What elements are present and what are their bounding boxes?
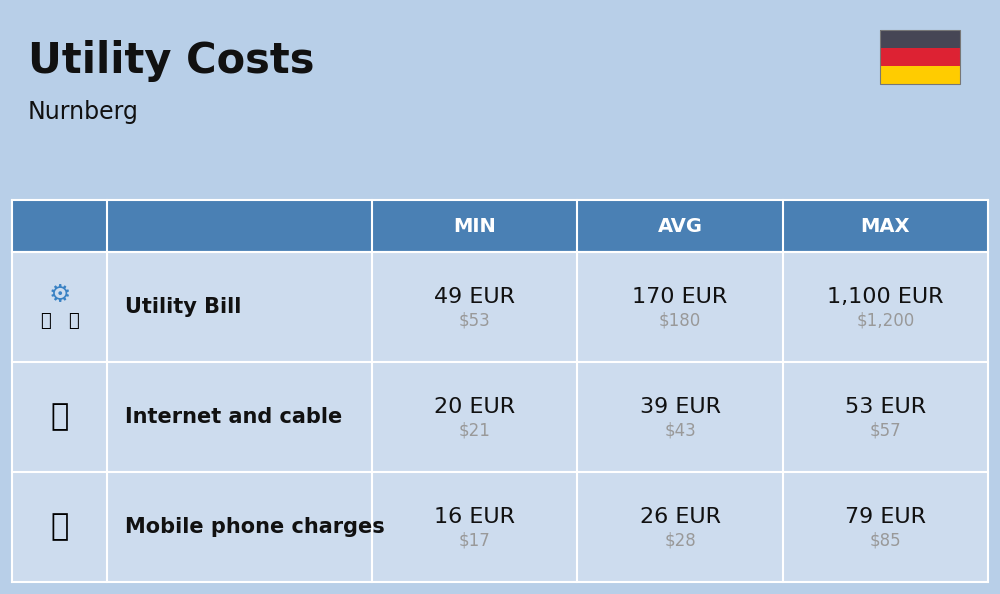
- Text: 📶: 📶: [50, 403, 69, 431]
- Bar: [880, 48, 960, 66]
- Text: Internet and cable: Internet and cable: [125, 407, 342, 427]
- Text: 26 EUR: 26 EUR: [640, 507, 720, 527]
- Text: 39 EUR: 39 EUR: [640, 397, 720, 417]
- Text: 🔌: 🔌: [40, 312, 51, 330]
- Text: 1,100 EUR: 1,100 EUR: [827, 287, 944, 307]
- Text: Mobile phone charges: Mobile phone charges: [125, 517, 385, 537]
- Text: 49 EUR: 49 EUR: [434, 287, 515, 307]
- Bar: [880, 30, 960, 48]
- Text: Nurnberg: Nurnberg: [28, 100, 139, 124]
- Bar: [12, 472, 988, 582]
- Text: 📱: 📱: [50, 513, 69, 542]
- Text: $21: $21: [459, 422, 491, 440]
- Text: Utility Bill: Utility Bill: [125, 297, 241, 317]
- Text: $53: $53: [459, 312, 491, 330]
- Text: 79 EUR: 79 EUR: [845, 507, 926, 527]
- Bar: [12, 362, 988, 472]
- Text: ⚙: ⚙: [48, 283, 71, 307]
- Text: 16 EUR: 16 EUR: [434, 507, 515, 527]
- Text: $57: $57: [870, 422, 901, 440]
- Text: $180: $180: [659, 312, 701, 330]
- Text: MAX: MAX: [861, 216, 910, 235]
- Text: 20 EUR: 20 EUR: [434, 397, 515, 417]
- Text: Utility Costs: Utility Costs: [28, 40, 314, 82]
- Text: AVG: AVG: [658, 216, 702, 235]
- Bar: [12, 252, 988, 362]
- Text: 🔧: 🔧: [68, 312, 79, 330]
- Text: $43: $43: [664, 422, 696, 440]
- Text: $28: $28: [664, 532, 696, 550]
- Bar: [12, 200, 988, 252]
- Bar: [880, 30, 960, 84]
- Text: $17: $17: [459, 532, 491, 550]
- Text: $85: $85: [870, 532, 901, 550]
- Text: $1,200: $1,200: [856, 312, 914, 330]
- Text: 170 EUR: 170 EUR: [632, 287, 728, 307]
- Text: MIN: MIN: [453, 216, 496, 235]
- Bar: [880, 66, 960, 84]
- Text: 53 EUR: 53 EUR: [845, 397, 926, 417]
